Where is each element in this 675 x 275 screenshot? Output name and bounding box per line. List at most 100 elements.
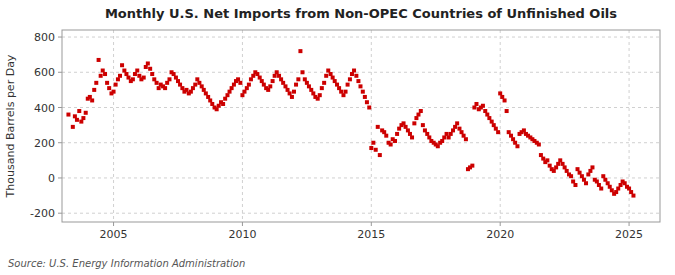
y-tick (58, 142, 62, 143)
point (408, 132, 412, 136)
point (619, 183, 623, 187)
y-axis-label: Thousand Barrels per Day (4, 54, 17, 198)
point (184, 88, 188, 92)
point (513, 141, 517, 145)
point (92, 88, 96, 92)
point (341, 93, 345, 97)
point (230, 86, 234, 90)
point (586, 172, 590, 176)
point (242, 90, 246, 94)
point (228, 90, 232, 94)
point (614, 190, 618, 194)
point (176, 79, 180, 83)
point (266, 88, 270, 92)
source-note: Source: U.S. Energy Information Administ… (8, 258, 245, 269)
point (627, 187, 631, 191)
point (436, 144, 440, 148)
point (397, 127, 401, 131)
point (423, 128, 427, 132)
point (238, 81, 242, 85)
point (81, 116, 85, 120)
point (576, 167, 580, 171)
point (251, 74, 255, 78)
point (174, 76, 178, 80)
point (571, 179, 575, 183)
point (146, 61, 150, 65)
point (496, 130, 500, 134)
point (449, 132, 453, 136)
point (165, 81, 169, 85)
point (144, 65, 148, 69)
point (103, 72, 107, 76)
point (582, 178, 586, 182)
x-tick (242, 222, 243, 226)
point (116, 77, 120, 81)
point (107, 86, 111, 90)
point (606, 181, 610, 185)
y-tick-label: 600 (34, 66, 55, 79)
point (599, 187, 603, 191)
point (412, 121, 416, 125)
point (490, 120, 494, 124)
point (447, 135, 451, 139)
point (294, 83, 298, 87)
point (410, 135, 414, 139)
point (249, 77, 253, 81)
title: Monthly U.S. Net Imports from Non-OPEC C… (105, 6, 617, 21)
point (354, 74, 358, 78)
point (552, 169, 556, 173)
point (127, 76, 131, 80)
y-tick-label: 200 (34, 137, 55, 150)
point (348, 77, 352, 81)
point (608, 185, 612, 189)
point (511, 137, 515, 141)
point (277, 74, 281, 78)
point (554, 165, 558, 169)
point (382, 130, 386, 134)
point (352, 69, 356, 73)
point (344, 90, 348, 94)
point (356, 79, 360, 83)
point (236, 77, 240, 81)
x-tick-label: 2015 (357, 228, 385, 241)
point (232, 83, 236, 87)
point (112, 90, 116, 94)
x-grid-line (113, 30, 114, 222)
point (378, 153, 382, 157)
chart-container: 20052010201520202025-2000200400600800Mon… (0, 0, 675, 275)
point (281, 81, 285, 85)
point (457, 127, 461, 131)
points (66, 49, 635, 197)
point (118, 74, 122, 78)
point (509, 134, 513, 138)
point (333, 79, 337, 83)
y-grid-line (62, 213, 660, 214)
point (180, 86, 184, 90)
point (142, 76, 146, 80)
point (326, 69, 330, 73)
point (472, 106, 476, 110)
point (500, 95, 504, 99)
point (324, 74, 328, 78)
point (483, 109, 487, 113)
y-tick-label: 800 (34, 31, 55, 44)
point (300, 70, 304, 74)
point (404, 125, 408, 129)
point (97, 58, 101, 62)
point (273, 74, 277, 78)
y-grid-line (62, 142, 660, 143)
point (135, 69, 139, 73)
point (271, 79, 275, 83)
point (507, 130, 511, 134)
point (290, 95, 294, 99)
point (629, 190, 633, 194)
point (556, 162, 560, 166)
x-grid-line (242, 30, 243, 222)
point (195, 77, 199, 81)
point (172, 72, 176, 76)
point (427, 135, 431, 139)
point (339, 90, 343, 94)
point (157, 86, 161, 90)
point (303, 77, 307, 81)
y-tick (58, 37, 62, 38)
